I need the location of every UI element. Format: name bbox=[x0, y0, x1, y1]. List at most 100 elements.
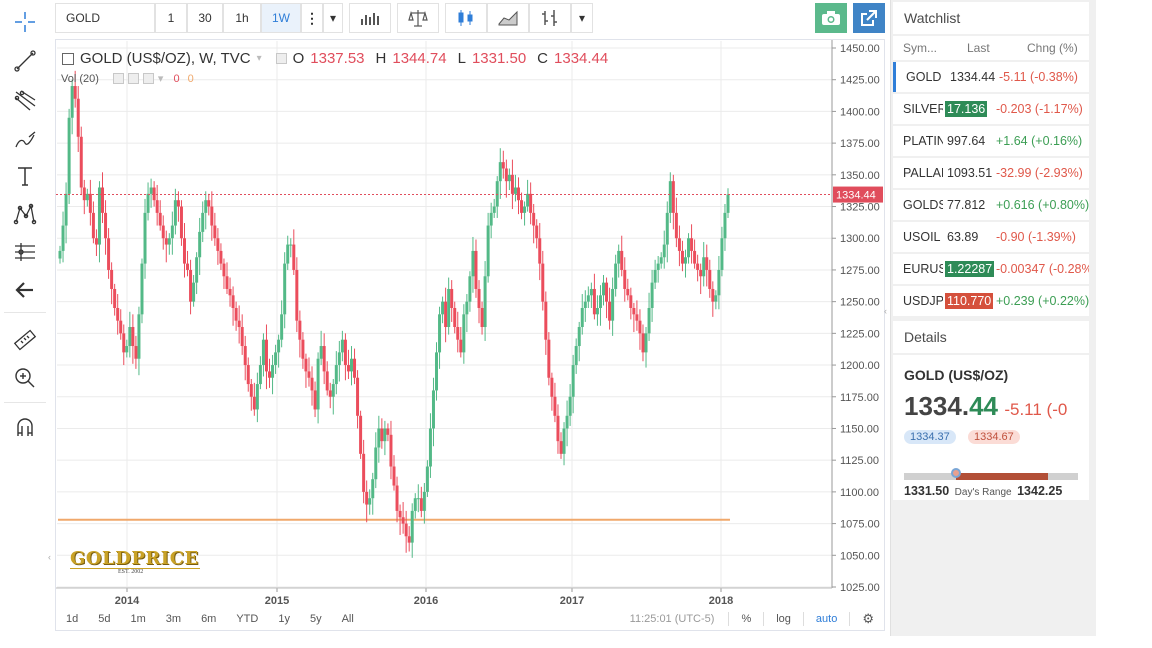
candle-body bbox=[73, 86, 77, 99]
watchlist-row[interactable]: USOIL 63.89 -0.90 (-1.39%) bbox=[893, 222, 1089, 252]
column-last[interactable]: Last bbox=[967, 41, 990, 55]
chart-type-dropdown-button[interactable]: ▾ bbox=[571, 3, 593, 33]
interval-30-button[interactable]: 30 bbox=[187, 3, 223, 33]
candle-body bbox=[173, 200, 177, 226]
interval-dropdown-button[interactable]: ▾ bbox=[323, 3, 343, 33]
candle-body bbox=[523, 206, 527, 213]
candle-body bbox=[422, 491, 426, 511]
eye-icon[interactable] bbox=[112, 73, 124, 84]
candle-body bbox=[201, 212, 205, 232]
watchlist-row[interactable]: GOLD 1334.44 -5.11 (-0.38%) bbox=[893, 62, 1089, 92]
back-arrow-icon[interactable] bbox=[9, 276, 41, 304]
watchlist-row[interactable]: PLATINUM 997.64 +1.64 (+0.16%) bbox=[893, 126, 1089, 156]
candle-body bbox=[629, 295, 633, 308]
candles-chart-type-button[interactable] bbox=[445, 3, 487, 33]
candle-body bbox=[416, 498, 420, 500]
candle-body bbox=[91, 212, 95, 239]
drawing-toolbar bbox=[0, 0, 50, 648]
gear-icon[interactable]: ⚙ bbox=[862, 611, 874, 626]
candle-body bbox=[407, 536, 411, 543]
external-link-icon bbox=[861, 10, 877, 26]
chevron-down-icon[interactable]: ▾ bbox=[157, 73, 164, 85]
indicators-button[interactable] bbox=[349, 3, 391, 33]
range-5d-button[interactable]: 5d bbox=[98, 613, 111, 625]
bars-chart-type-button[interactable] bbox=[529, 3, 571, 33]
bar-chart-icon bbox=[361, 13, 379, 25]
details-change: -5.11 (-0 bbox=[1004, 400, 1068, 419]
range-1y-button[interactable]: 1y bbox=[278, 613, 290, 625]
candle-body bbox=[334, 365, 338, 385]
crosshair-tool-icon[interactable] bbox=[9, 8, 41, 36]
watchlist-row[interactable]: PALLADIUM 1093.51-32.99 (-2.93%) bbox=[893, 158, 1089, 188]
settings-icon[interactable] bbox=[275, 53, 287, 64]
candle-body bbox=[368, 498, 372, 505]
area-chart-type-button[interactable] bbox=[487, 3, 529, 33]
watchlist-row[interactable]: GOLDSILVER 77.812 +0.616 (+0.80%) bbox=[893, 190, 1089, 220]
watchlist-title: Watchlist bbox=[904, 10, 961, 26]
candle-body bbox=[650, 282, 654, 308]
magnet-icon[interactable] bbox=[9, 414, 41, 442]
scales-icon bbox=[408, 10, 428, 27]
percent-scale-button[interactable]: % bbox=[741, 613, 752, 625]
collapse-icon[interactable] bbox=[62, 52, 74, 65]
prediction-tool-icon[interactable] bbox=[9, 238, 41, 266]
candle-body bbox=[683, 257, 687, 264]
watchlist-row[interactable]: EURUSD1.22287-0.00347 (-0.28%) bbox=[893, 254, 1089, 284]
candle-body bbox=[94, 238, 98, 245]
candle-body bbox=[513, 187, 517, 194]
toolbar-collapse-icon[interactable]: ‹ bbox=[48, 552, 51, 562]
range-1d-button[interactable]: 1d bbox=[66, 613, 79, 625]
chart-container[interactable]: 1450.00 1425.00 1400.00 1375.00 1350.00 1325.… bbox=[55, 39, 885, 631]
column-change[interactable]: Chng (%) bbox=[1027, 41, 1078, 55]
settings-icon[interactable] bbox=[127, 73, 139, 84]
close-icon[interactable] bbox=[142, 73, 154, 84]
column-symbol[interactable]: Sym... bbox=[903, 41, 938, 55]
candle-body bbox=[413, 498, 417, 511]
candle-body bbox=[726, 194, 730, 213]
days-range-labels: 1331.50 Day's Range 1342.25 bbox=[904, 484, 1062, 498]
range-6m-button[interactable]: 6m bbox=[201, 613, 217, 625]
candle-body bbox=[468, 276, 472, 302]
candle-body bbox=[240, 327, 244, 347]
popout-button[interactable] bbox=[853, 3, 885, 33]
watchlist-row[interactable]: SILVER 17.136 -0.203 (-1.17%) bbox=[893, 94, 1089, 124]
interval-1h-button[interactable]: 1h bbox=[223, 3, 261, 33]
candle-body bbox=[577, 327, 581, 347]
pitchfork-icon[interactable] bbox=[9, 86, 41, 114]
interval-1w-button[interactable]: 1W bbox=[261, 3, 301, 33]
candle-body bbox=[410, 510, 414, 543]
price-chart[interactable]: 1450.00 1425.00 1400.00 1375.00 1350.00 1325.… bbox=[56, 40, 884, 630]
panel-collapse-icon[interactable]: ‹ bbox=[884, 306, 887, 316]
trend-line-icon[interactable] bbox=[9, 47, 41, 75]
candle-body bbox=[483, 276, 487, 328]
log-scale-button[interactable]: log bbox=[776, 613, 791, 625]
candle-body bbox=[441, 301, 445, 315]
symbol-search-input[interactable]: GOLD bbox=[55, 3, 155, 33]
range-ytd-button[interactable]: YTD bbox=[236, 613, 259, 625]
pattern-tool-icon[interactable] bbox=[9, 200, 41, 228]
watchlist-row[interactable]: USDJPY110.770+0.239 (+0.22%) bbox=[893, 286, 1089, 316]
chevron-down-icon[interactable]: ▾ bbox=[256, 53, 262, 64]
candle-body bbox=[647, 307, 651, 334]
text-tool-icon[interactable] bbox=[9, 162, 41, 190]
range-1m-button[interactable]: 1m bbox=[130, 613, 146, 625]
candle-body bbox=[714, 295, 718, 302]
watchlist-header bbox=[893, 2, 1089, 34]
zoom-in-icon[interactable] bbox=[9, 364, 41, 392]
snapshot-button[interactable] bbox=[815, 3, 847, 33]
more-intervals-button[interactable]: ⋮ bbox=[301, 3, 323, 33]
interval-1-button[interactable]: 1 bbox=[155, 3, 187, 33]
ruler-icon[interactable] bbox=[9, 326, 41, 354]
candle-body bbox=[137, 314, 141, 359]
range-all-button[interactable]: All bbox=[341, 613, 354, 625]
candle-body bbox=[589, 288, 593, 296]
candle-body bbox=[547, 339, 551, 378]
candle-body bbox=[662, 244, 666, 258]
candle-body bbox=[680, 250, 684, 264]
range-5y-button[interactable]: 5y bbox=[309, 613, 322, 625]
candle-body bbox=[343, 339, 347, 366]
brush-icon[interactable] bbox=[9, 125, 41, 153]
auto-scale-button[interactable]: auto bbox=[815, 613, 838, 625]
range-3m-button[interactable]: 3m bbox=[165, 613, 182, 625]
compare-button[interactable] bbox=[397, 3, 439, 33]
